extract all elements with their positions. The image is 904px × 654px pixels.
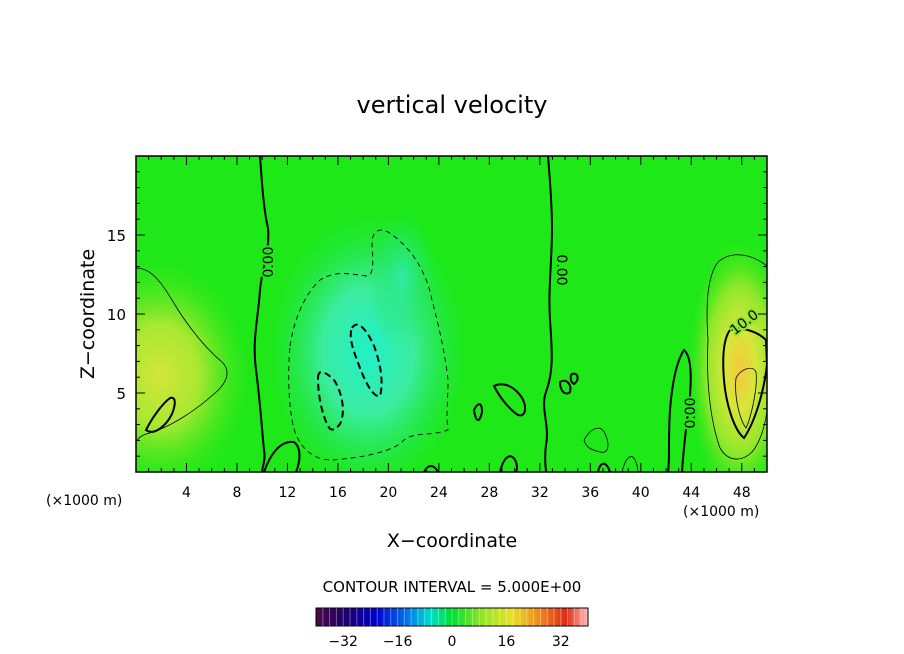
contour-neg-outer [288,229,449,461]
colorbar [315,607,589,627]
contour-pos-lower-right [583,427,609,453]
colorbar-tick-label: −16 [383,634,413,650]
contour-zero-blob-d [472,403,484,421]
contour-neg-inner-right [349,323,383,398]
x-axis-label: X−coordinate [387,530,517,552]
chart-title: vertical velocity [357,91,548,119]
x-tick-label: 28 [480,485,498,501]
contour-zero-blob-e [499,455,518,472]
plot-area [136,156,767,472]
y-tick-label: 15 [107,227,126,245]
x-tick-label: 12 [279,485,297,501]
x-tick-label: 8 [232,485,241,501]
x-tick-label: 44 [682,485,700,501]
contour-pos-right-middle [735,367,757,429]
contour-pos-lower-right-b [621,456,639,472]
contour-ten-left [144,396,176,433]
y-tick-label: 5 [116,385,126,403]
x-unit-right: (×1000 m) [683,504,759,520]
right-updraft-shading [688,240,767,472]
left-updraft-shading [136,260,250,472]
y-tick-label: 10 [107,306,126,324]
x-tick-label: 48 [733,485,751,501]
x-tick-label: 16 [329,485,347,501]
contour-zero-left [253,156,270,472]
colorbar-tick-label: 0 [448,634,457,650]
contour-zero-blob-a [492,383,526,417]
contour-zero-blob-g [597,462,611,472]
contour-zero-blob-f [423,465,439,472]
colorbar-tick-labels: −32 −16 0 16 32 [328,634,569,650]
colorbar-tick-label: −32 [328,634,358,650]
contour-interval-label: CONTOUR INTERVAL = 5.000E+00 [323,578,582,596]
contour-pos-right-outer [706,254,767,460]
x-unit-left: (×1000 m) [46,493,122,509]
x-tick-label: 20 [379,485,397,501]
axis-ticks [136,156,767,472]
contour-zero-middle [543,156,554,472]
contour-zero-blob-c [569,372,579,386]
colorbar-tick-label: 16 [497,634,515,650]
contour-pos-left-outer [136,267,228,443]
colorbar-tick-label: 32 [552,634,570,650]
contour-label-zero-middle: 0.00 [553,254,569,285]
y-axis-label: Z−coordinate [77,249,99,379]
x-tick-label: 4 [182,485,191,501]
colorbar-segments [322,608,582,626]
x-tick-label: 40 [632,485,650,501]
x-tick-label: 32 [531,485,549,501]
contour-ten-right [722,327,767,440]
downdraft-shading-upper [366,208,438,348]
x-tick-label: 24 [430,485,448,501]
contour-label-zero-left: 0.00 [261,246,277,277]
contour-zero-right [667,348,692,472]
x-tick-label: 36 [581,485,599,501]
contour-label-zero-right: 0.00 [683,397,699,428]
contour-neg-inner-left [316,371,344,431]
contour-zero-blob-b [558,379,572,395]
contour-zero-lower-left [263,440,301,472]
